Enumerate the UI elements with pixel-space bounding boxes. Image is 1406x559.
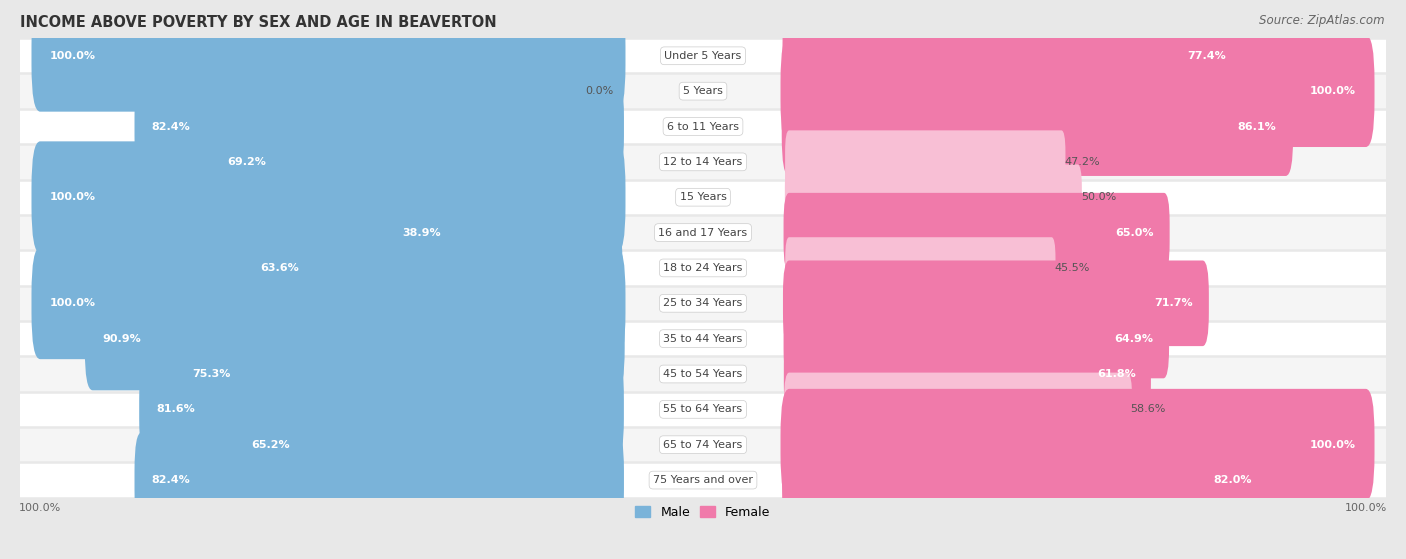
Text: 0.0%: 0.0% <box>585 86 613 96</box>
Bar <box>0 179 1406 215</box>
Text: 100.0%: 100.0% <box>51 299 96 309</box>
FancyBboxPatch shape <box>782 77 1294 176</box>
FancyBboxPatch shape <box>785 130 1066 193</box>
Text: 82.4%: 82.4% <box>152 475 190 485</box>
Text: 47.2%: 47.2% <box>1064 157 1101 167</box>
Text: 100.0%: 100.0% <box>51 51 96 61</box>
Text: 75 Years and over: 75 Years and over <box>652 475 754 485</box>
Text: 35 to 44 Years: 35 to 44 Years <box>664 334 742 344</box>
Bar <box>0 250 1406 286</box>
Text: 38.9%: 38.9% <box>402 228 441 238</box>
Text: INCOME ABOVE POVERTY BY SEX AND AGE IN BEAVERTON: INCOME ABOVE POVERTY BY SEX AND AGE IN B… <box>20 15 496 30</box>
Text: 25 to 34 Years: 25 to 34 Years <box>664 299 742 309</box>
Text: 65.0%: 65.0% <box>1115 228 1154 238</box>
Text: 90.9%: 90.9% <box>103 334 142 344</box>
Bar <box>0 392 1406 427</box>
Text: 82.4%: 82.4% <box>152 121 190 131</box>
FancyBboxPatch shape <box>785 164 1081 230</box>
Text: 65.2%: 65.2% <box>250 440 290 450</box>
FancyBboxPatch shape <box>783 336 1152 412</box>
FancyBboxPatch shape <box>782 433 1270 528</box>
FancyBboxPatch shape <box>176 330 623 419</box>
Bar <box>0 462 1406 498</box>
Text: 50.0%: 50.0% <box>1081 192 1116 202</box>
Text: 64.9%: 64.9% <box>1115 334 1153 344</box>
FancyBboxPatch shape <box>785 373 1132 446</box>
FancyBboxPatch shape <box>139 362 624 457</box>
FancyBboxPatch shape <box>212 120 623 203</box>
Text: 81.6%: 81.6% <box>156 404 195 414</box>
FancyBboxPatch shape <box>783 260 1209 346</box>
Bar <box>0 427 1406 462</box>
FancyBboxPatch shape <box>785 237 1056 299</box>
Text: 71.7%: 71.7% <box>1154 299 1192 309</box>
Bar <box>0 215 1406 250</box>
Bar <box>0 321 1406 356</box>
Text: 12 to 14 Years: 12 to 14 Years <box>664 157 742 167</box>
Bar <box>0 286 1406 321</box>
FancyBboxPatch shape <box>84 287 624 390</box>
FancyBboxPatch shape <box>31 248 626 359</box>
Text: 65 to 74 Years: 65 to 74 Years <box>664 440 742 450</box>
Text: 69.2%: 69.2% <box>228 157 267 167</box>
Text: 77.4%: 77.4% <box>1187 51 1226 61</box>
Text: 45 to 54 Years: 45 to 54 Years <box>664 369 742 379</box>
FancyBboxPatch shape <box>31 141 626 253</box>
Text: 16 and 17 Years: 16 and 17 Years <box>658 228 748 238</box>
FancyBboxPatch shape <box>135 79 624 174</box>
Bar <box>0 38 1406 73</box>
Text: 61.8%: 61.8% <box>1097 369 1136 379</box>
FancyBboxPatch shape <box>389 205 620 260</box>
FancyBboxPatch shape <box>235 405 623 485</box>
FancyBboxPatch shape <box>780 389 1375 501</box>
Text: 63.6%: 63.6% <box>260 263 298 273</box>
Text: 55 to 64 Years: 55 to 64 Years <box>664 404 742 414</box>
Text: 58.6%: 58.6% <box>1130 404 1166 414</box>
Text: 75.3%: 75.3% <box>193 369 231 379</box>
FancyBboxPatch shape <box>780 35 1375 147</box>
Bar <box>0 144 1406 179</box>
FancyBboxPatch shape <box>31 0 626 112</box>
Text: Under 5 Years: Under 5 Years <box>665 51 741 61</box>
FancyBboxPatch shape <box>783 299 1168 378</box>
Text: 45.5%: 45.5% <box>1054 263 1090 273</box>
Text: 100.0%: 100.0% <box>1310 440 1355 450</box>
FancyBboxPatch shape <box>245 229 623 307</box>
FancyBboxPatch shape <box>135 432 624 528</box>
Text: 100.0%: 100.0% <box>1310 86 1355 96</box>
Bar <box>0 73 1406 109</box>
Text: Source: ZipAtlas.com: Source: ZipAtlas.com <box>1260 14 1385 27</box>
Bar <box>0 109 1406 144</box>
Text: 18 to 24 Years: 18 to 24 Years <box>664 263 742 273</box>
Text: 86.1%: 86.1% <box>1237 121 1275 131</box>
Text: 6 to 11 Years: 6 to 11 Years <box>666 121 740 131</box>
FancyBboxPatch shape <box>783 11 1243 101</box>
Legend: Male, Female: Male, Female <box>630 501 776 524</box>
Text: 15 Years: 15 Years <box>679 192 727 202</box>
Text: 100.0%: 100.0% <box>51 192 96 202</box>
Text: 82.0%: 82.0% <box>1213 475 1253 485</box>
FancyBboxPatch shape <box>783 193 1170 272</box>
Text: 5 Years: 5 Years <box>683 86 723 96</box>
Bar <box>0 356 1406 392</box>
